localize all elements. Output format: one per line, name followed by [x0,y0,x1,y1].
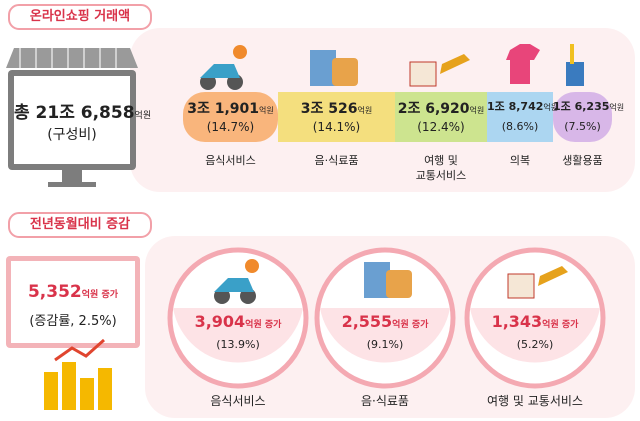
share: (12.4%) [417,120,465,134]
awning-stripes [19,48,117,68]
share: (8.6%) [501,120,539,133]
total: 5,352억원 증가 [11,282,135,302]
amount: 2조 6,920억원 [395,98,487,118]
segment [487,92,553,142]
monitor-stand [48,182,96,187]
amount-unit: 억원 [259,106,274,115]
category-label: 생활용품 [562,154,603,167]
amount: 3조 526억원 [278,98,395,118]
amount-value: 2,555 [341,312,393,331]
coins-icon [44,338,112,410]
rate: (13.9%) [216,338,260,351]
amount-unit: 억원 [357,106,373,115]
category-label: 음식서비스 [210,394,266,408]
rate: (5.2%) [516,338,554,351]
amount-value: 1,343 [491,312,543,331]
amount: 3,904억원 증가 [168,312,308,331]
amount: 1,343억원 증가 [465,312,605,331]
awning [6,48,138,68]
amount-value: 2조 6,920 [397,101,470,117]
category-label: 음식서비스 [205,154,256,167]
share: (14.1%) [312,120,361,134]
amount-unit: 억원 [543,103,559,112]
circles [167,247,606,389]
amount: 1조 8,742억원 [487,98,558,114]
amount-unit: 억원 증가 [542,320,579,330]
category-label: 여행 및 교통서비스 [487,394,583,408]
category-label: 음·식료품 [314,154,359,167]
amount-unit: 억원 증가 [245,320,282,330]
total-amount: 5,352 [27,282,82,302]
amount-value: 1조 8,742 [487,100,544,113]
segment [183,92,278,142]
amount-unit: 억원 증가 [392,320,429,330]
total-note: (구성비) [47,127,97,143]
category-label: 여행 및 [424,154,458,167]
amount-unit: 억원 [469,106,485,115]
section-title: 전년동월대비 증감 [8,212,152,238]
icons [200,44,584,304]
amount: 2,555억원 증가 [315,312,455,331]
monitor-screen [11,261,135,343]
total-unit: 억원 증가 [81,290,119,300]
share: (14.7%) [206,120,255,134]
amount: 1조 6,235억원 [553,98,624,114]
monitor-stand [62,170,82,182]
segment [553,92,612,142]
monitor-screen [14,76,130,164]
rate: (9.1%) [366,338,404,351]
category-label: 의복 [509,154,531,167]
section-title: 온라인쇼핑 거래액 [8,4,152,30]
amount-value: 1조 6,235 [553,100,610,113]
total: 총 21조 6,858억원 [14,98,151,123]
amount: 3조 1,901억원 [183,98,278,118]
total-amount: 총 21조 6,858 [14,103,135,123]
segment [395,92,487,142]
segment [278,92,395,142]
category-label: 교통서비스 [415,169,467,182]
amount-unit: 억원 [609,103,625,112]
amount-value: 3,904 [194,312,246,331]
total-unit: 억원 [134,111,152,121]
total-note: (증감률, 2.5%) [29,314,117,329]
amount-value: 3조 1,901 [187,101,260,117]
category-label: 음·식료품 [361,394,409,408]
share: (7.5%) [564,120,601,133]
amount-value: 3조 526 [300,101,358,117]
